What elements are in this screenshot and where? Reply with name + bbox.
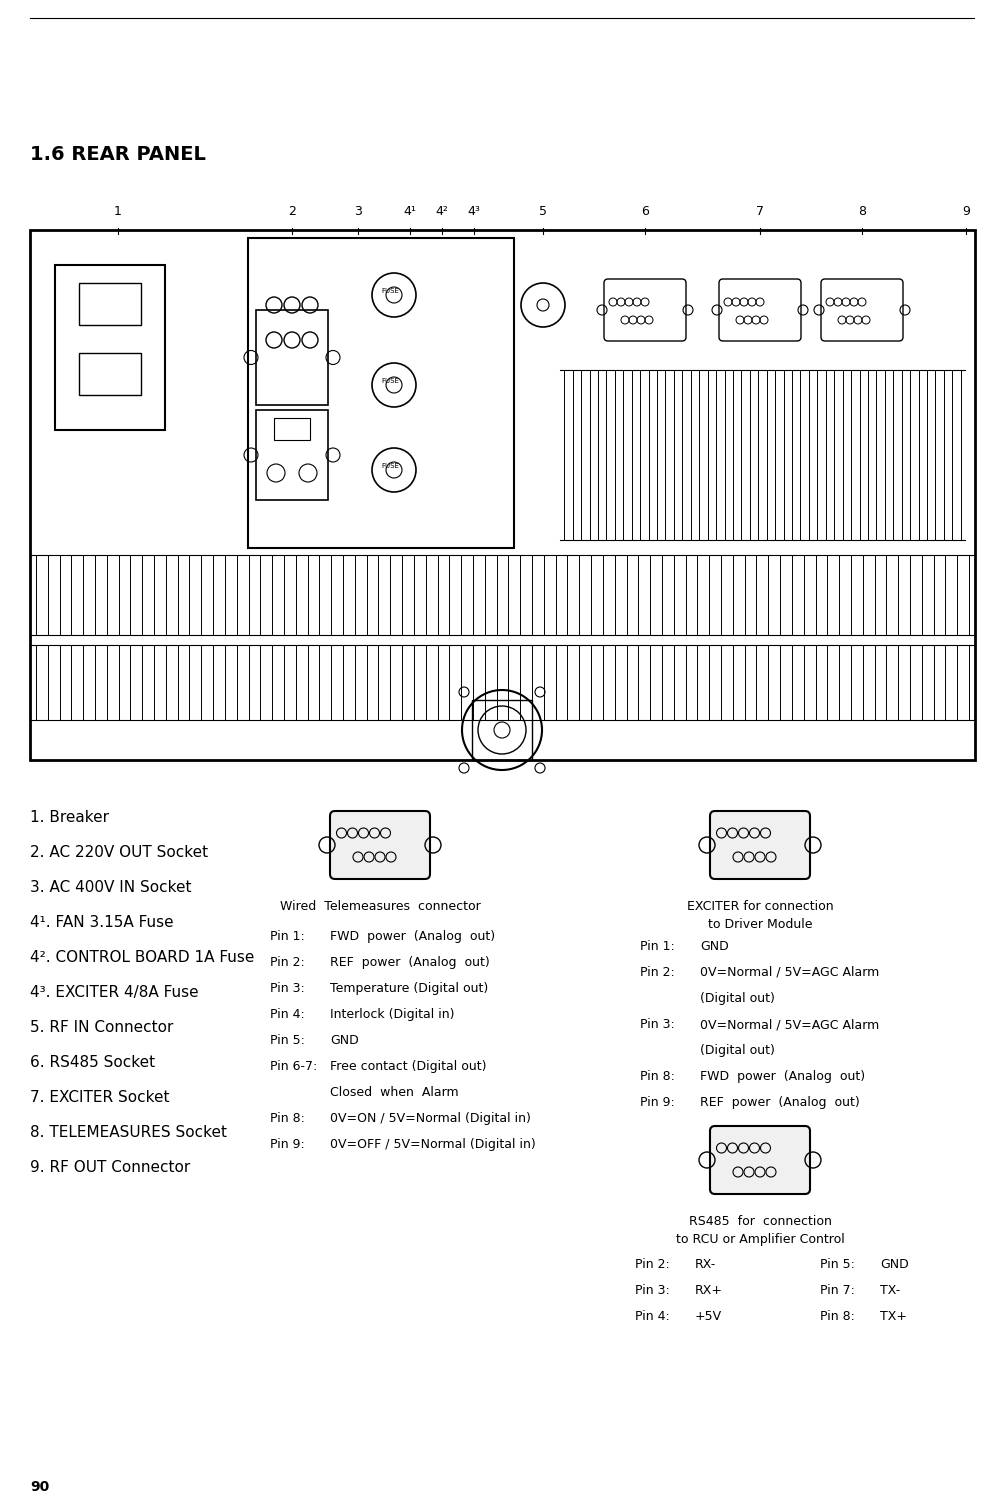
Bar bbox=[248, 237, 514, 548]
Bar bbox=[471, 700, 532, 760]
Bar bbox=[274, 418, 310, 440]
Text: 1.6 REAR PANEL: 1.6 REAR PANEL bbox=[30, 146, 206, 164]
Text: Pin 1:: Pin 1: bbox=[639, 940, 674, 952]
Text: 9: 9 bbox=[961, 204, 969, 218]
Text: 4¹: 4¹ bbox=[403, 204, 416, 218]
Text: 0V=OFF / 5V=Normal (Digital in): 0V=OFF / 5V=Normal (Digital in) bbox=[330, 1139, 536, 1151]
Text: 4³: 4³ bbox=[467, 204, 480, 218]
Text: Interlock (Digital in): Interlock (Digital in) bbox=[330, 1008, 454, 1021]
Text: RX+: RX+ bbox=[694, 1284, 722, 1298]
Text: Pin 5:: Pin 5: bbox=[819, 1259, 854, 1271]
Text: TX-: TX- bbox=[879, 1284, 900, 1298]
Text: 0V=Normal / 5V=AGC Alarm: 0V=Normal / 5V=AGC Alarm bbox=[699, 1018, 879, 1030]
Text: 4². CONTROL BOARD 1A Fuse: 4². CONTROL BOARD 1A Fuse bbox=[30, 949, 254, 964]
Text: 3: 3 bbox=[354, 204, 361, 218]
FancyBboxPatch shape bbox=[709, 1126, 809, 1194]
Text: 6: 6 bbox=[641, 204, 648, 218]
Text: FWD  power  (Analog  out): FWD power (Analog out) bbox=[330, 930, 494, 943]
Text: 4²: 4² bbox=[435, 204, 448, 218]
Text: Pin 3:: Pin 3: bbox=[634, 1284, 669, 1298]
Text: 3. AC 400V IN Socket: 3. AC 400V IN Socket bbox=[30, 880, 192, 895]
Text: to Driver Module: to Driver Module bbox=[707, 918, 811, 931]
Text: FUSE: FUSE bbox=[380, 288, 398, 294]
Text: 2: 2 bbox=[288, 204, 296, 218]
Text: (Digital out): (Digital out) bbox=[699, 1044, 774, 1057]
Text: Pin 6-7:: Pin 6-7: bbox=[270, 1060, 317, 1072]
Text: 8: 8 bbox=[858, 204, 866, 218]
FancyBboxPatch shape bbox=[330, 811, 429, 879]
Text: Pin 9:: Pin 9: bbox=[270, 1139, 305, 1151]
Text: Free contact (Digital out): Free contact (Digital out) bbox=[330, 1060, 486, 1072]
Text: Pin 7:: Pin 7: bbox=[819, 1284, 854, 1298]
Bar bbox=[256, 410, 328, 500]
Text: GND: GND bbox=[879, 1259, 908, 1271]
Bar bbox=[79, 353, 140, 395]
Text: Pin 4:: Pin 4: bbox=[270, 1008, 305, 1021]
Text: 0V=Normal / 5V=AGC Alarm: 0V=Normal / 5V=AGC Alarm bbox=[699, 966, 879, 979]
Text: Pin 3:: Pin 3: bbox=[639, 1018, 674, 1030]
Text: FWD  power  (Analog  out): FWD power (Analog out) bbox=[699, 1069, 865, 1083]
FancyBboxPatch shape bbox=[709, 811, 809, 879]
Text: EXCITER for connection: EXCITER for connection bbox=[686, 900, 832, 913]
Text: Wired  Telemeasures  connector: Wired Telemeasures connector bbox=[280, 900, 479, 913]
Text: Closed  when  Alarm: Closed when Alarm bbox=[330, 1086, 458, 1099]
Text: Pin 9:: Pin 9: bbox=[639, 1096, 674, 1108]
Text: Pin 4:: Pin 4: bbox=[634, 1310, 669, 1323]
Text: 90: 90 bbox=[30, 1479, 49, 1494]
Text: Pin 2:: Pin 2: bbox=[634, 1259, 669, 1271]
Text: 9. RF OUT Connector: 9. RF OUT Connector bbox=[30, 1160, 190, 1175]
Text: Pin 3:: Pin 3: bbox=[270, 982, 305, 994]
Text: GND: GND bbox=[699, 940, 728, 952]
Text: Temperature (Digital out): Temperature (Digital out) bbox=[330, 982, 487, 994]
Text: 2. AC 220V OUT Socket: 2. AC 220V OUT Socket bbox=[30, 846, 208, 861]
Text: (Digital out): (Digital out) bbox=[699, 991, 774, 1005]
Bar bbox=[79, 282, 140, 324]
Text: REF  power  (Analog  out): REF power (Analog out) bbox=[699, 1096, 859, 1108]
Text: RS485  for  connection: RS485 for connection bbox=[688, 1215, 830, 1229]
Bar bbox=[30, 230, 974, 760]
Text: 7: 7 bbox=[755, 204, 763, 218]
Text: 4³. EXCITER 4/8A Fuse: 4³. EXCITER 4/8A Fuse bbox=[30, 985, 199, 1000]
Text: 7. EXCITER Socket: 7. EXCITER Socket bbox=[30, 1090, 170, 1105]
Text: 6. RS485 Socket: 6. RS485 Socket bbox=[30, 1054, 155, 1069]
Text: 5: 5 bbox=[539, 204, 547, 218]
Text: 8. TELEMEASURES Socket: 8. TELEMEASURES Socket bbox=[30, 1125, 227, 1140]
Text: Pin 8:: Pin 8: bbox=[639, 1069, 674, 1083]
Text: Pin 2:: Pin 2: bbox=[639, 966, 674, 979]
Text: 1. Breaker: 1. Breaker bbox=[30, 810, 109, 825]
Text: RX-: RX- bbox=[694, 1259, 715, 1271]
Text: 4¹. FAN 3.15A Fuse: 4¹. FAN 3.15A Fuse bbox=[30, 915, 174, 930]
Text: FUSE: FUSE bbox=[380, 463, 398, 469]
Text: Pin 8:: Pin 8: bbox=[270, 1111, 305, 1125]
Text: FUSE: FUSE bbox=[380, 379, 398, 385]
Text: Pin 2:: Pin 2: bbox=[270, 955, 305, 969]
Text: GND: GND bbox=[330, 1033, 358, 1047]
Bar bbox=[55, 264, 164, 430]
Text: Pin 1:: Pin 1: bbox=[270, 930, 305, 943]
Text: to RCU or Amplifier Control: to RCU or Amplifier Control bbox=[675, 1233, 844, 1247]
Text: REF  power  (Analog  out): REF power (Analog out) bbox=[330, 955, 489, 969]
Text: 5. RF IN Connector: 5. RF IN Connector bbox=[30, 1020, 174, 1035]
Bar bbox=[256, 309, 328, 406]
Text: Pin 8:: Pin 8: bbox=[819, 1310, 854, 1323]
Text: Pin 5:: Pin 5: bbox=[270, 1033, 305, 1047]
Text: 1: 1 bbox=[114, 204, 121, 218]
Text: +5V: +5V bbox=[694, 1310, 721, 1323]
Text: TX+: TX+ bbox=[879, 1310, 906, 1323]
Text: 0V=ON / 5V=Normal (Digital in): 0V=ON / 5V=Normal (Digital in) bbox=[330, 1111, 531, 1125]
